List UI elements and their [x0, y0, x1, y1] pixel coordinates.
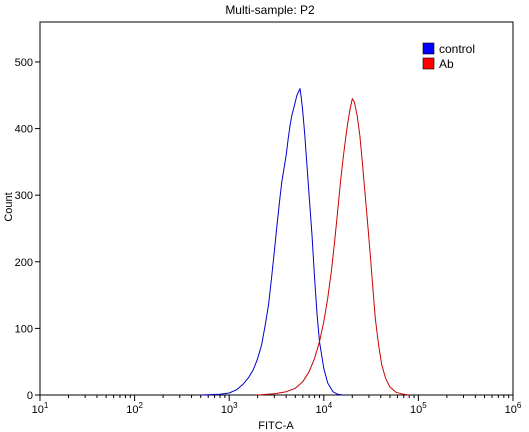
x-tick-label: 103 [221, 401, 238, 416]
y-axis: 0 100 200 300 400 500 [15, 57, 40, 402]
x-tick-label: 102 [126, 401, 143, 416]
y-tick-label: 100 [15, 323, 33, 335]
legend-swatch-control [422, 42, 435, 55]
y-tick-label: 0 [27, 390, 33, 402]
legend-label-control: control [439, 42, 475, 56]
legend-swatch-ab [422, 57, 435, 70]
y-axis-label: Count [3, 192, 15, 221]
series-layer [200, 88, 410, 396]
series-line-control [200, 88, 344, 396]
x-tick-label: 104 [315, 401, 332, 416]
x-minor-ticks [67, 395, 510, 398]
y-tick-label: 200 [15, 257, 33, 269]
x-tick-label: 101 [32, 401, 49, 416]
series-line-ab [257, 98, 410, 396]
plot-area-frame [39, 21, 514, 396]
legend-label-ab: Ab [439, 57, 454, 71]
x-axis-label: FITC-A [258, 420, 294, 432]
y-tick-label: 300 [15, 190, 33, 202]
y-tick-label: 400 [15, 124, 33, 136]
x-tick-label: 106 [505, 401, 522, 416]
chart-title: Multi-sample: P2 [225, 3, 315, 17]
x-tick-label: 105 [410, 401, 427, 416]
y-tick-label: 500 [15, 57, 33, 69]
x-axis: 101 102 103 104 105 106 [32, 395, 522, 416]
